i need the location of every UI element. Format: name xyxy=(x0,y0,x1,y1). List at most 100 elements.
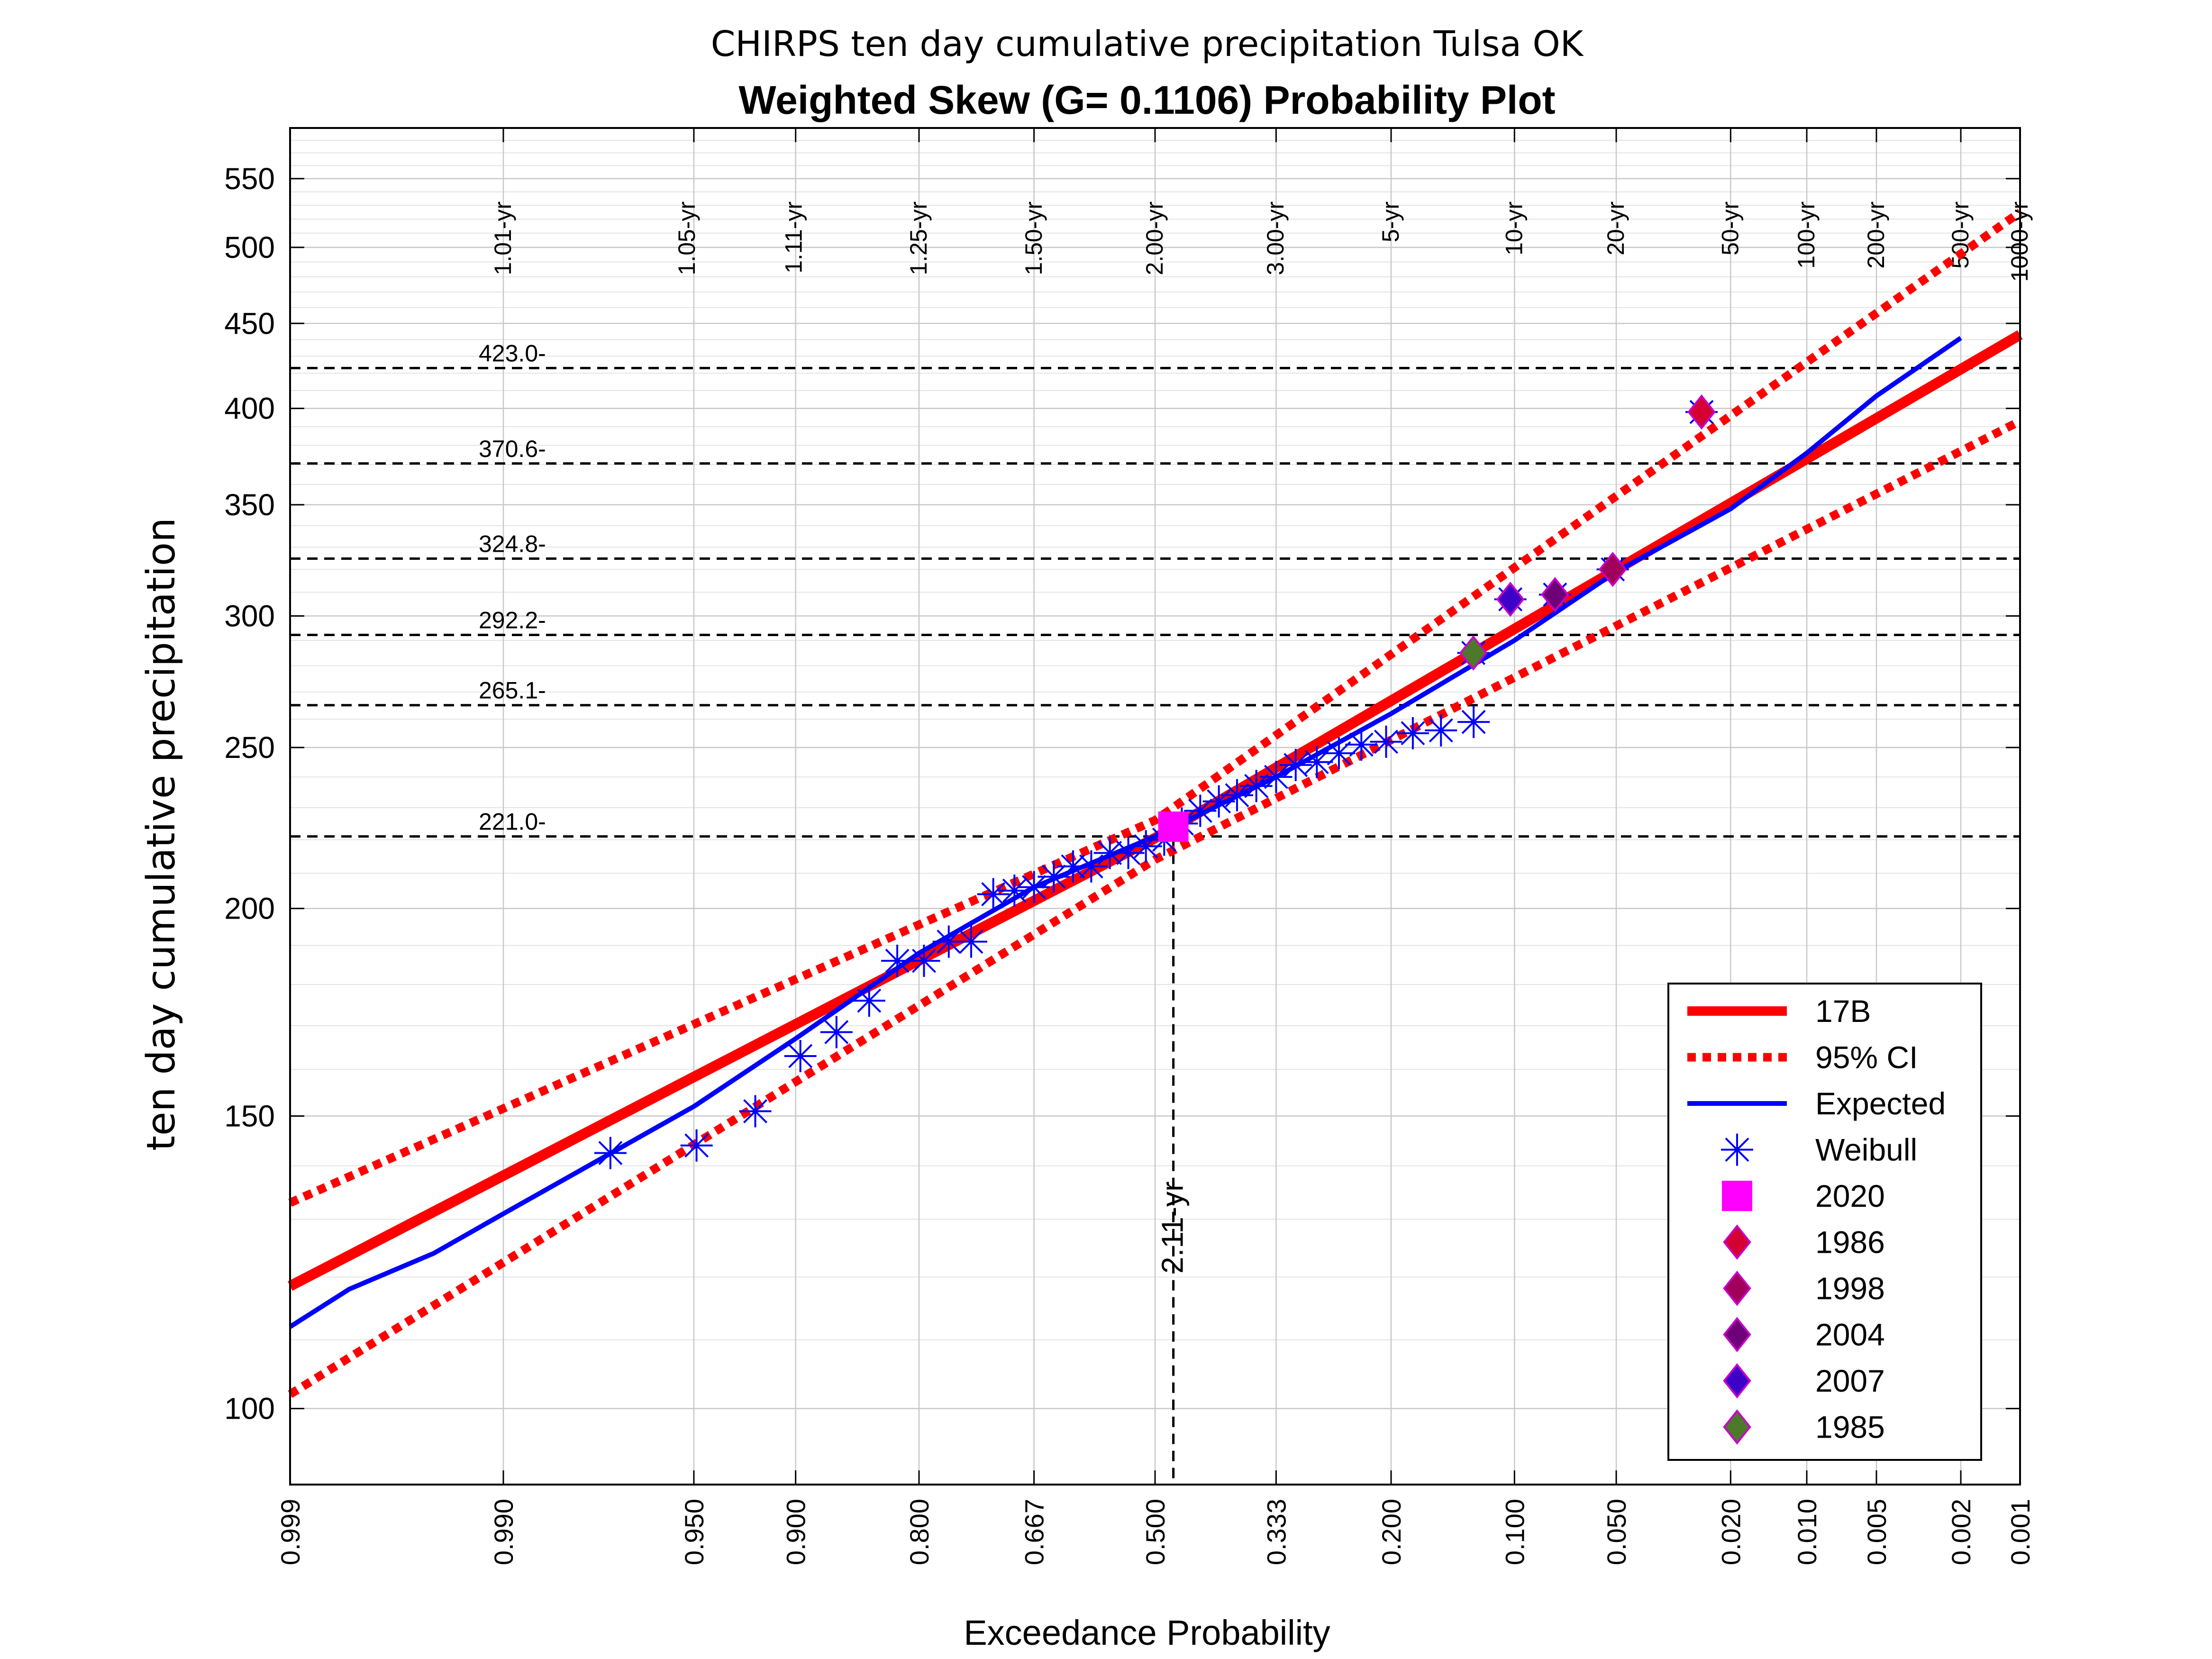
ci-lower-line xyxy=(288,417,2022,1398)
legend-label: Weibull xyxy=(1815,1132,1917,1167)
asterisk-stroke xyxy=(1207,789,1231,814)
asterisk-stroke xyxy=(1401,721,1425,746)
legend-box xyxy=(1667,983,1982,1461)
weibull-point xyxy=(680,1129,713,1162)
legend-label: 2007 xyxy=(1815,1363,1885,1398)
return-period-label: 100-yr xyxy=(1793,201,1820,269)
asterisk-stroke xyxy=(1022,875,1047,900)
asterisk-stroke xyxy=(1725,1138,1749,1162)
x-tick-label: 0.020 xyxy=(1716,1499,1746,1565)
legend-label: 1998 xyxy=(1815,1271,1885,1306)
return-period-label: 5-yr xyxy=(1377,201,1404,242)
y-axis-label: ten day cumulative precipitation xyxy=(139,518,184,1151)
return-period-label: 1.25-yr xyxy=(905,201,932,275)
return-period-label: 20-yr xyxy=(1602,201,1629,255)
legend-swatch-2007 xyxy=(1723,1363,1751,1399)
asterisk-stroke xyxy=(1098,841,1122,865)
marker-1985 xyxy=(1459,635,1488,671)
legend-label: 1985 xyxy=(1815,1410,1885,1445)
x-tick-label: 0.990 xyxy=(489,1499,519,1565)
asterisk-stroke xyxy=(1349,732,1374,757)
y-tick-label: 450 xyxy=(224,306,275,340)
return-period-label: 3.00-yr xyxy=(1262,201,1289,275)
ci-upper-line xyxy=(288,209,2023,1207)
y-tick-label: 350 xyxy=(224,488,275,522)
legend-swatch-weibull xyxy=(1721,1133,1753,1166)
weibull-point xyxy=(1093,837,1126,869)
asterisk-stroke xyxy=(1134,834,1158,858)
legend-swatch-1985 xyxy=(1723,1409,1751,1445)
y-tick-label: 100 xyxy=(224,1392,275,1426)
x-tick-label: 0.900 xyxy=(781,1499,811,1565)
weibull-point xyxy=(594,1137,627,1169)
chart-subtitle: Weighted Skew (G= 0.1106) Probability Pl… xyxy=(738,78,1555,122)
x-tick-label: 0.005 xyxy=(1862,1499,1892,1565)
weibull-point xyxy=(1370,725,1402,758)
return-period-label: 1.05-yr xyxy=(674,201,700,275)
legend-label: 1986 xyxy=(1815,1225,1885,1260)
asterisk-stroke xyxy=(1061,854,1085,879)
asterisk-stroke xyxy=(1264,765,1288,789)
x-tick-label: 0.002 xyxy=(1946,1499,1976,1565)
return-period-label: 50-yr xyxy=(1717,201,1743,255)
return-period-label: 1.11-yr xyxy=(781,201,807,273)
reference-line-label: 423.0- xyxy=(479,340,546,366)
asterisk-stroke xyxy=(598,1141,623,1166)
reference-lines: 423.0- 370.6- 324.8- 292.2- 265.1- 221.0- xyxy=(290,340,2020,838)
legend: 17B 95% CI Expected Weibull 2020 1986 1998 2004… xyxy=(1667,983,1982,1461)
x-tick-label: 0.999 xyxy=(275,1499,305,1565)
weibull-point xyxy=(1184,794,1217,827)
series-layer xyxy=(287,209,2023,1398)
event-label: 2.11-yr xyxy=(1156,1181,1190,1273)
legend-label: 95% CI xyxy=(1815,1040,1918,1075)
asterisk-stroke xyxy=(1461,710,1486,734)
marker-2007 xyxy=(1496,582,1525,617)
return-period-label: 10-yr xyxy=(1501,201,1527,255)
legend-swatch-2004 xyxy=(1723,1317,1751,1352)
y-tick-label: 150 xyxy=(224,1099,275,1133)
reference-line-label: 370.6- xyxy=(479,436,546,462)
marker-1986 xyxy=(1687,394,1716,430)
asterisk-stroke xyxy=(981,882,1006,906)
weibull-point xyxy=(853,984,885,1017)
return-period-label: 200-yr xyxy=(1863,201,1889,269)
weibull-point xyxy=(955,925,987,958)
reference-line-label: 265.1- xyxy=(479,677,546,704)
weibull-point xyxy=(908,945,940,977)
x-tick-label: 0.001 xyxy=(2005,1499,2035,1565)
x-tick-label: 0.800 xyxy=(904,1499,934,1565)
legend-label: Expected xyxy=(1815,1086,1946,1121)
y-tick-label: 400 xyxy=(224,392,275,426)
weibull-point xyxy=(1345,728,1378,761)
legend-label: 2020 xyxy=(1815,1178,1885,1213)
chart-title: CHIRPS ten day cumulative precipitation … xyxy=(711,24,1584,64)
weibull-point xyxy=(1038,860,1070,893)
asterisk-stroke xyxy=(824,1020,849,1044)
legend-label: 2004 xyxy=(1815,1317,1885,1352)
weibull-point xyxy=(1301,746,1333,778)
weibull-point xyxy=(1240,770,1273,802)
asterisk-stroke xyxy=(937,930,961,954)
marker-2020 xyxy=(1158,811,1189,842)
asterisk-stroke xyxy=(912,948,936,973)
legend-swatch-1986 xyxy=(1723,1224,1751,1260)
x-tick-label: 0.667 xyxy=(1020,1499,1049,1565)
return-period-label: 1.01-yr xyxy=(490,201,516,275)
y-tick-label: 200 xyxy=(224,892,275,926)
asterisk-stroke xyxy=(959,930,983,954)
return-period-label: 1.50-yr xyxy=(1020,201,1047,275)
x-tick-label: 0.010 xyxy=(1792,1499,1822,1565)
weibull-point xyxy=(1425,714,1457,747)
x-tick-label: 0.500 xyxy=(1140,1499,1170,1565)
asterisk-stroke xyxy=(1374,729,1398,754)
reference-line-label: 221.0- xyxy=(479,809,546,835)
asterisk-stroke xyxy=(1244,774,1269,798)
x-tick-label: 0.200 xyxy=(1376,1499,1406,1565)
weibull-point xyxy=(820,1016,853,1048)
legend-label: 17B xyxy=(1815,994,1871,1029)
weibull-point xyxy=(1075,850,1108,883)
y-tick-label: 250 xyxy=(224,730,275,765)
weibull-point xyxy=(998,875,1031,907)
weibull-point xyxy=(784,1039,817,1072)
weibull-point xyxy=(977,878,1010,911)
